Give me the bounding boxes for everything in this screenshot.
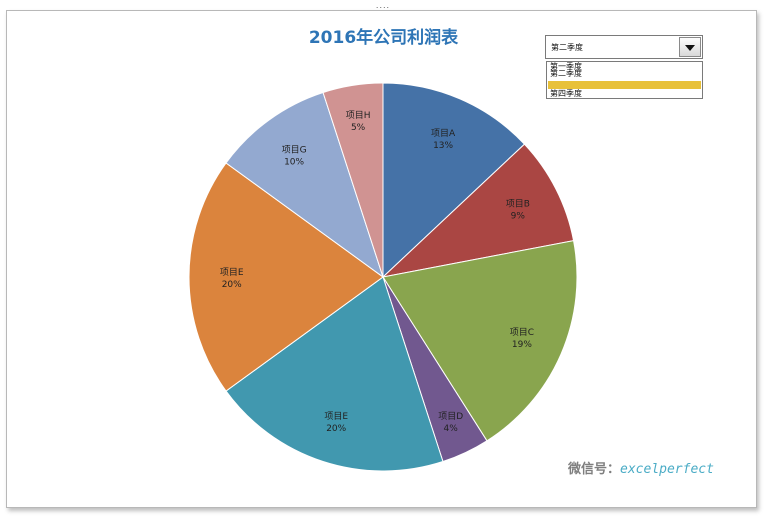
slice-category-label-5: 项目E xyxy=(324,411,348,422)
quarter-option-list: 第一季度 第二季度 第四季度 xyxy=(546,61,703,99)
slice-value-label-1: 13% xyxy=(433,141,453,151)
pie-slice-3 xyxy=(382,240,578,442)
watermark: 微信号：excelperfect xyxy=(568,458,714,477)
pie-slice-8 xyxy=(322,82,384,278)
watermark-label: 微信号： xyxy=(568,462,621,477)
pie-slice-6 xyxy=(188,162,384,392)
slice-category-label-2: 项目B xyxy=(506,198,530,209)
option-highlight xyxy=(548,81,701,89)
chart-title: 2016年公司利润表 xyxy=(308,28,459,48)
pie-slice-1 xyxy=(382,82,526,279)
pie-slice-2 xyxy=(381,143,575,278)
slice-value-label-3: 19% xyxy=(512,340,532,350)
quarter-select[interactable]: 第二季度 xyxy=(545,35,703,59)
slice-category-label-4: 项目D xyxy=(438,411,463,422)
slice-value-label-7: 10% xyxy=(284,158,304,168)
quarter-select-value: 第二季度 xyxy=(551,43,583,52)
slice-value-label-8: 5% xyxy=(351,123,366,133)
slice-value-label-5: 20% xyxy=(326,424,346,434)
pie-slice-5 xyxy=(225,276,444,472)
slice-category-label-7: 项目G xyxy=(282,145,307,156)
slice-value-label-6: 20% xyxy=(222,280,242,290)
slice-category-label-3: 项目C xyxy=(510,327,534,338)
pie-slice-7 xyxy=(225,91,384,279)
quarter-option-4[interactable]: 第四季度 xyxy=(550,89,582,98)
watermark-handle: excelperfect xyxy=(620,462,714,477)
frame-resize-handle[interactable]: .... xyxy=(375,1,391,10)
slice-value-label-2: 9% xyxy=(511,211,526,221)
slice-value-label-4: 4% xyxy=(444,424,459,434)
slice-category-label-6: 项目E xyxy=(220,267,244,278)
slice-category-label-8: 项目H xyxy=(346,110,371,121)
quarter-option-1[interactable]: 第一季度 xyxy=(550,62,582,71)
slice-category-label-1: 项目A xyxy=(431,128,456,139)
quarter-option-2[interactable]: 第二季度 xyxy=(550,69,582,78)
chevron-down-icon[interactable] xyxy=(679,37,701,57)
